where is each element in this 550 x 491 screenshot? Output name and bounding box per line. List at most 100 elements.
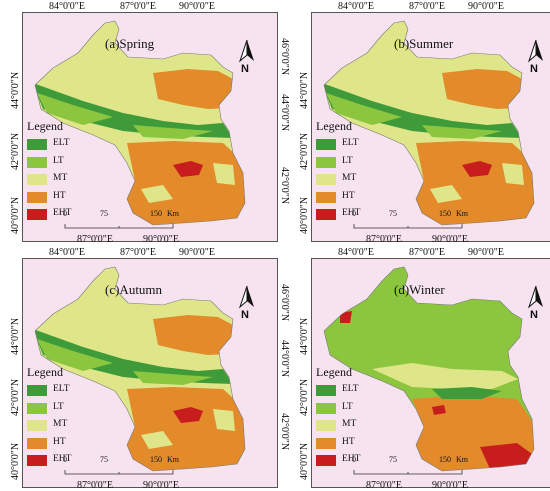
longitude-tick: 90°0'0"E [179,1,215,12]
map-panel: (a)Spring N Legend ELT LT MT HT EHT 0 75 150 Km 84°0… [10,1,290,245]
scale-label: Km [167,455,179,464]
latitude-tick: 46°0'0"N [279,38,290,76]
north-arrow-icon: N [235,285,259,323]
legend-label: EHT [342,454,361,464]
legend-label: HT [342,190,355,201]
longitude-tick: 90°0'0"E [468,1,504,12]
latitude-tick: 44°0'0"N [10,71,21,109]
north-label: N [530,309,538,321]
map-frame: (d)Winter N Legend ELT LT MT HT EHT 0 75 150 Km [311,258,550,488]
latitude-tick: 46°0'0"N [279,284,290,322]
legend-swatch [27,156,47,168]
legend-label: HT [342,436,355,447]
north-arrow-icon: N [235,39,259,77]
latitude-tick: 40°0'0"N [299,196,310,234]
longitude-tick: 90°0'0"E [468,247,504,258]
latitude-tick: 42°0'0"N [299,378,310,416]
north-label: N [530,63,538,75]
scale-label: 0 [63,209,67,218]
legend-label: EHT [342,208,361,218]
map-panel: (c)Autumn N Legend ELT LT MT HT EHT 0 75 150 Km 84°0… [10,247,290,491]
legend-label: MT [342,173,357,183]
legend-swatch [27,139,47,150]
legend-swatch [27,209,47,220]
legend-swatch [316,174,336,185]
legend-label: LT [342,155,353,166]
panel-title: (b)Summer [394,36,454,51]
legend-swatch [316,385,336,396]
latitude-tick: 40°0'0"N [299,442,310,480]
legend-swatch [27,402,47,414]
latitude-tick: 40°0'0"N [10,442,21,480]
scale-label: Km [456,209,468,218]
north-label: N [241,63,249,75]
longitude-tick: 90°0'0"E [432,234,468,245]
legend-title: Legend [27,365,63,379]
latitude-tick: 44°0'0"N [299,71,310,109]
latitude-tick: 42°0'0"N [10,378,21,416]
latitude-tick: 42°0'0"N [299,132,310,170]
longitude-tick: 87°0'0"E [409,247,445,258]
legend-label: MT [53,419,68,429]
region-map [23,13,277,241]
map-panel: (b)Summer N Legend ELT LT MT HT EHT 0 75 150 Km 84°0… [299,1,550,245]
legend-swatch [316,139,336,150]
scale-bar: 0 75 150 Km [63,455,203,477]
legend-swatch [316,402,336,414]
scale-label: Km [456,455,468,464]
scale-bar: 0 75 150 Km [63,209,203,231]
longitude-tick: 87°0'0"E [409,1,445,12]
legend-label: ELT [53,384,70,394]
legend-label: ELT [342,138,359,148]
north-arrow-icon: N [524,39,548,77]
legend-swatch [27,385,47,396]
longitude-tick: 90°0'0"E [432,480,468,491]
legend-label: EHT [53,454,72,464]
legend-swatch [27,420,47,431]
map-frame: (b)Summer N Legend ELT LT MT HT EHT 0 75 150 Km [311,12,550,242]
legend-label: HT [53,190,66,201]
latitude-tick: 44°0'0"N [299,317,310,355]
legend-label: ELT [53,138,70,148]
north-arrow-icon: N [524,285,548,323]
longitude-tick: 87°0'0"E [120,247,156,258]
scale-label: 150 [439,455,451,464]
scale-label: 0 [63,455,67,464]
legend-swatch [316,209,336,220]
legend-label: HT [53,436,66,447]
legend-swatch [316,455,336,466]
scale-label: 75 [389,209,397,218]
panel-title: (c)Autumn [105,282,163,297]
map-frame: (a)Spring N Legend ELT LT MT HT EHT 0 75 150 Km [22,12,278,242]
longitude-tick: 87°0'0"E [366,234,402,245]
longitude-tick: 84°0'0"E [49,247,85,258]
legend-swatch [27,455,47,466]
legend-title: Legend [316,365,352,379]
scale-label: 0 [352,209,356,218]
longitude-tick: 87°0'0"E [366,480,402,491]
scale-label: 75 [100,455,108,464]
legend-swatch [27,174,47,185]
longitude-tick: 90°0'0"E [179,247,215,258]
latitude-tick: 40°0'0"N [10,196,21,234]
scale-label: 150 [150,455,162,464]
latitude-tick: 42°0'0"N [10,132,21,170]
panel-title: (d)Winter [394,282,445,297]
region-map [312,13,550,241]
longitude-tick: 87°0'0"E [120,1,156,12]
latitude-tick: 44°0'0"N [279,340,290,378]
legend-label: MT [53,173,68,183]
longitude-tick: 84°0'0"E [338,1,374,12]
legend-swatch [316,156,336,168]
longitude-tick: 90°0'0"E [143,234,179,245]
legend-swatch [316,191,336,203]
latitude-tick: 42°0'0"N [279,167,290,205]
scale-bar: 0 75 150 Km [352,455,492,477]
legend-label: LT [53,401,64,412]
legend-swatch [316,420,336,431]
scale-label: 150 [439,209,451,218]
longitude-tick: 84°0'0"E [49,1,85,12]
north-label: N [241,309,249,321]
latitude-tick: 44°0'0"N [10,317,21,355]
map-panel: (d)Winter N Legend ELT LT MT HT EHT 0 75 150 Km 84°0… [299,247,550,491]
